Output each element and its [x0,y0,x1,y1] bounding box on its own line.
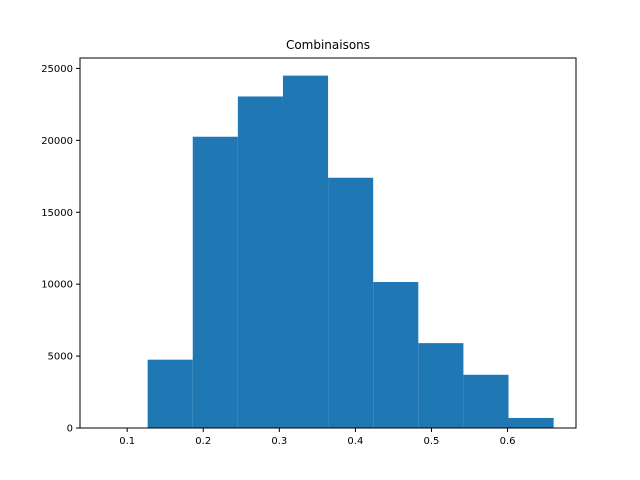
x-tick-label: 0.3 [271,436,287,447]
histogram-bar [463,374,509,428]
y-tick-label: 0 [67,424,73,435]
y-tick-label: 10000 [41,280,73,291]
y-tick-label: 20000 [41,136,73,147]
histogram-bar [237,96,283,428]
histogram-bar [508,417,554,428]
bars-group [147,75,554,429]
y-axis-ticks: 0 5000 10000 15000 20000 25000 [41,64,80,435]
y-tick-label: 25000 [41,64,73,75]
histogram-bar [418,343,464,428]
y-tick-label: 5000 [48,352,73,363]
x-tick-label: 0.2 [195,436,211,447]
x-tick-label: 0.1 [119,436,135,447]
histogram-bar [192,136,238,429]
histogram-bar [373,282,419,428]
chart-title: Combinaisons [286,38,370,52]
histogram-bar [147,359,193,428]
y-tick-label: 15000 [41,208,73,219]
histogram-bar [282,75,329,428]
x-tick-label: 0.5 [424,436,440,447]
axes-frame [79,57,577,429]
x-axis-ticks: 0.1 0.2 0.3 0.4 0.5 0.6 [119,428,515,447]
x-tick-label: 0.4 [347,436,363,447]
histogram-bar [328,177,374,428]
x-tick-label: 0.6 [500,436,516,447]
